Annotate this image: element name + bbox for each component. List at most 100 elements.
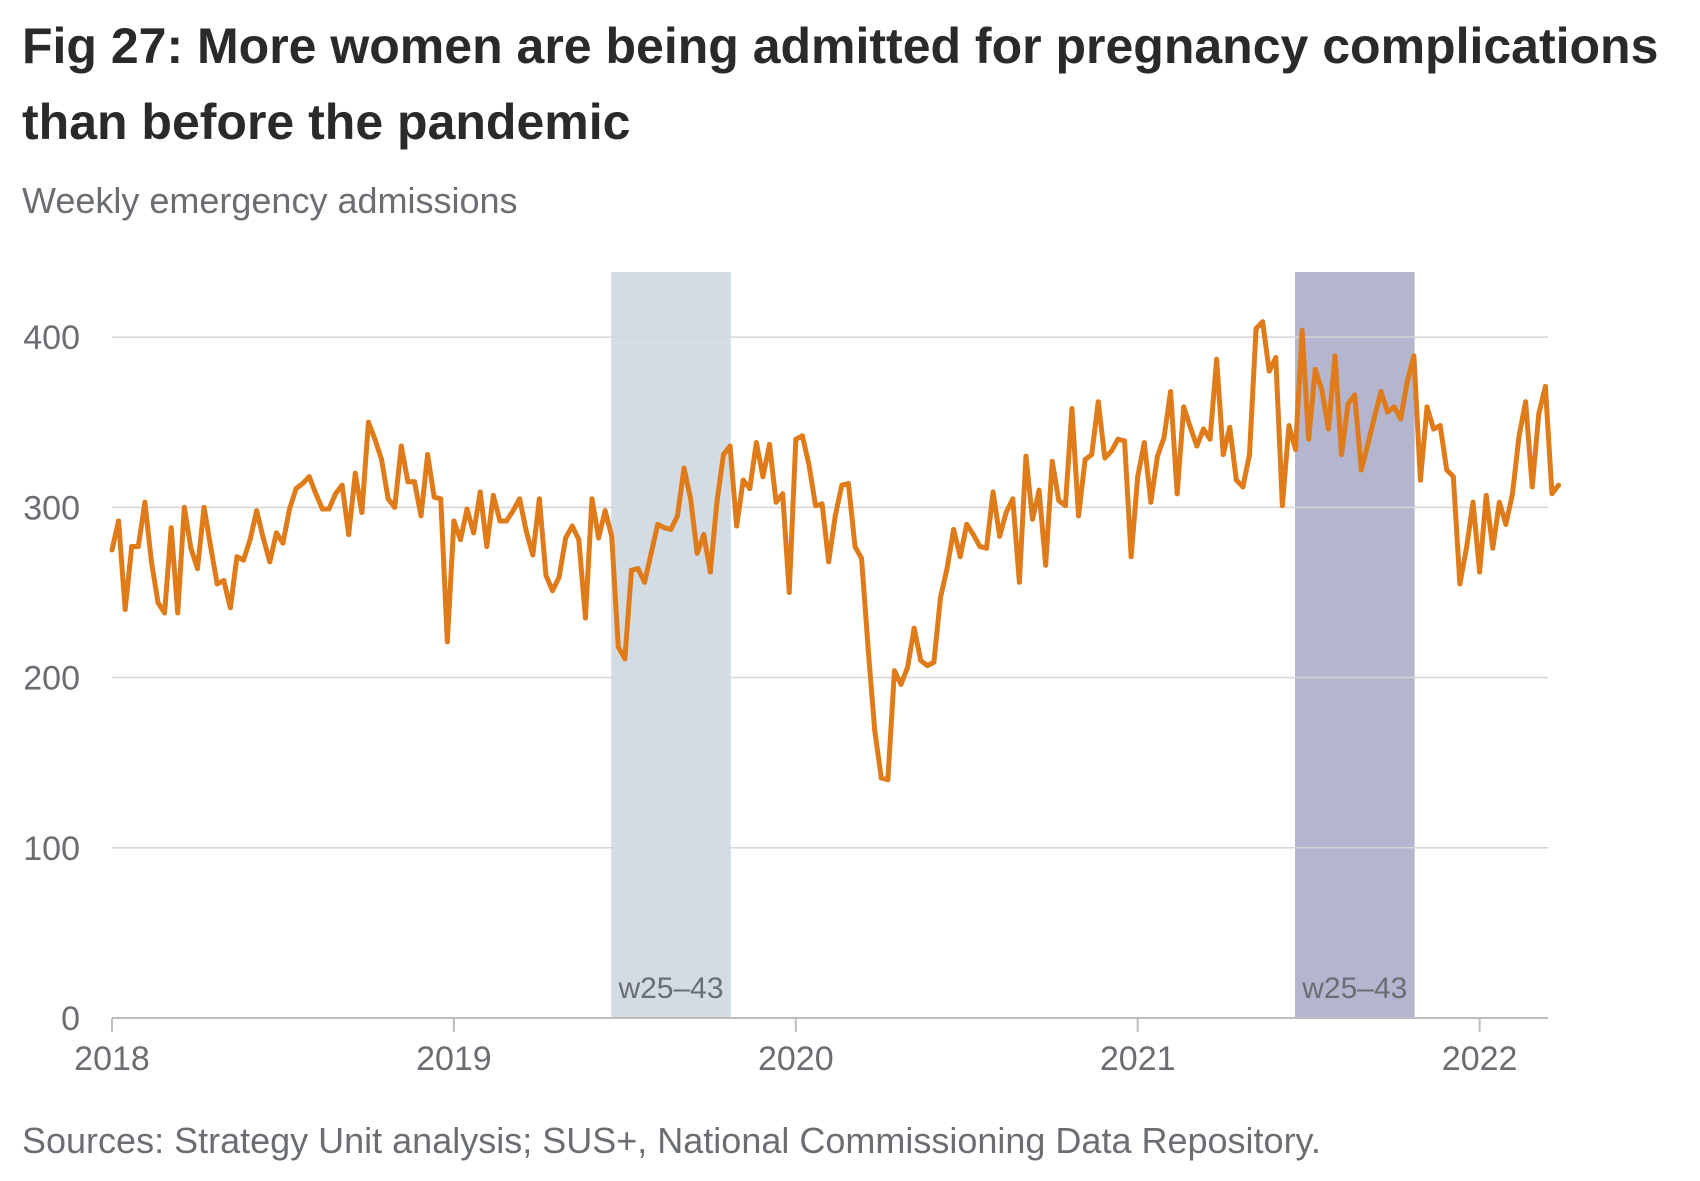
data-point-week-171 <box>1227 424 1233 430</box>
data-point-week-85 <box>661 525 667 531</box>
data-point-week-204 <box>1444 467 1450 473</box>
data-point-week-120 <box>891 668 897 674</box>
data-point-week-126 <box>931 659 937 665</box>
source-note: Sources: Strategy Unit analysis; SUS+, N… <box>22 1120 1321 1161</box>
data-point-week-185 <box>1319 387 1325 393</box>
data-point-week-39 <box>359 509 365 515</box>
data-point-week-147 <box>1069 406 1075 412</box>
data-point-week-105 <box>793 436 799 442</box>
data-point-week-128 <box>944 566 950 572</box>
data-point-week-33 <box>319 506 325 512</box>
data-point-week-21 <box>241 557 247 563</box>
data-point-week-27 <box>280 540 286 546</box>
data-point-week-111 <box>832 513 838 519</box>
data-point-week-13 <box>188 545 194 551</box>
data-point-week-207 <box>1463 545 1469 551</box>
data-point-week-89 <box>688 496 694 502</box>
data-point-week-96 <box>734 523 740 529</box>
data-point-week-18 <box>221 578 227 584</box>
data-point-week-130 <box>957 554 963 560</box>
data-point-week-115 <box>859 555 865 561</box>
data-point-week-35 <box>333 491 339 497</box>
data-point-week-79 <box>622 656 628 662</box>
y-tick-label-100: 100 <box>23 830 80 868</box>
data-point-week-202 <box>1431 426 1437 432</box>
data-point-week-24 <box>260 535 266 541</box>
y-axis-ticks: 0 100 200 300 400 <box>23 319 80 1038</box>
data-point-week-71 <box>569 523 575 529</box>
data-point-week-81 <box>635 566 641 572</box>
data-point-week-184 <box>1312 366 1318 372</box>
data-point-week-166 <box>1194 443 1200 449</box>
data-point-week-150 <box>1089 452 1095 458</box>
data-point-week-32 <box>313 491 319 497</box>
data-point-week-93 <box>714 499 720 505</box>
data-point-week-88 <box>681 465 687 471</box>
data-point-week-100 <box>760 474 766 480</box>
data-point-week-61 <box>504 518 510 524</box>
data-point-week-145 <box>1056 498 1062 504</box>
data-point-week-20 <box>234 554 240 560</box>
data-point-week-113 <box>845 481 851 487</box>
data-point-week-215 <box>1516 433 1522 439</box>
data-point-week-74 <box>589 496 595 502</box>
data-point-week-177 <box>1266 368 1272 374</box>
data-point-week-221 <box>1556 482 1562 488</box>
x-tick-label-2021: 2021 <box>1100 1040 1176 1078</box>
data-point-week-17 <box>214 581 220 587</box>
data-point-week-92 <box>707 569 713 575</box>
data-point-week-124 <box>918 658 924 664</box>
data-point-week-192 <box>1365 441 1371 447</box>
data-point-week-45 <box>398 443 404 449</box>
data-point-week-139 <box>1016 579 1022 585</box>
data-point-week-37 <box>346 532 352 538</box>
data-point-week-188 <box>1339 452 1345 458</box>
data-point-week-165 <box>1187 424 1193 430</box>
data-point-week-153 <box>1108 448 1114 454</box>
data-point-week-91 <box>701 532 707 538</box>
x-tick-label-2019: 2019 <box>416 1040 492 1078</box>
data-point-week-68 <box>550 588 556 594</box>
data-point-week-63 <box>517 496 523 502</box>
data-point-week-194 <box>1378 389 1384 395</box>
data-point-week-97 <box>740 477 746 483</box>
data-point-week-211 <box>1490 545 1496 551</box>
data-point-week-57 <box>477 489 483 495</box>
data-point-week-103 <box>780 491 786 497</box>
data-point-week-46 <box>405 479 411 485</box>
data-points <box>109 319 1562 783</box>
data-point-week-116 <box>865 646 871 652</box>
data-point-week-62 <box>510 508 516 514</box>
data-point-week-138 <box>1010 496 1016 502</box>
x-axis: 2018 2019 2020 2021 2022 <box>74 1017 1548 1078</box>
data-point-week-172 <box>1233 477 1239 483</box>
data-point-week-143 <box>1043 562 1049 568</box>
data-point-week-9 <box>162 610 168 616</box>
data-point-week-26 <box>273 530 279 536</box>
data-point-week-6 <box>142 499 148 505</box>
data-point-week-178 <box>1273 355 1279 361</box>
data-point-week-56 <box>471 530 477 536</box>
data-point-week-8 <box>155 600 161 606</box>
data-point-week-196 <box>1391 404 1397 410</box>
data-point-week-64 <box>523 528 529 534</box>
data-point-week-54 <box>457 537 463 543</box>
data-point-week-38 <box>352 470 358 476</box>
data-point-week-149 <box>1082 457 1088 463</box>
data-point-week-101 <box>767 441 773 447</box>
data-point-week-206 <box>1457 581 1463 587</box>
data-point-week-136 <box>997 533 1003 539</box>
data-point-week-205 <box>1450 474 1456 480</box>
data-point-week-28 <box>287 506 293 512</box>
data-point-week-7 <box>148 559 154 565</box>
data-point-week-58 <box>484 543 490 549</box>
data-point-week-5 <box>135 543 141 549</box>
data-point-week-198 <box>1404 378 1410 384</box>
data-point-week-80 <box>628 567 634 573</box>
data-point-week-123 <box>911 625 917 631</box>
data-point-week-182 <box>1299 327 1305 333</box>
data-point-week-87 <box>674 513 680 519</box>
chart-subtitle: Weekly emergency admissions <box>22 180 518 221</box>
data-point-week-179 <box>1279 503 1285 509</box>
data-point-week-82 <box>642 579 648 585</box>
